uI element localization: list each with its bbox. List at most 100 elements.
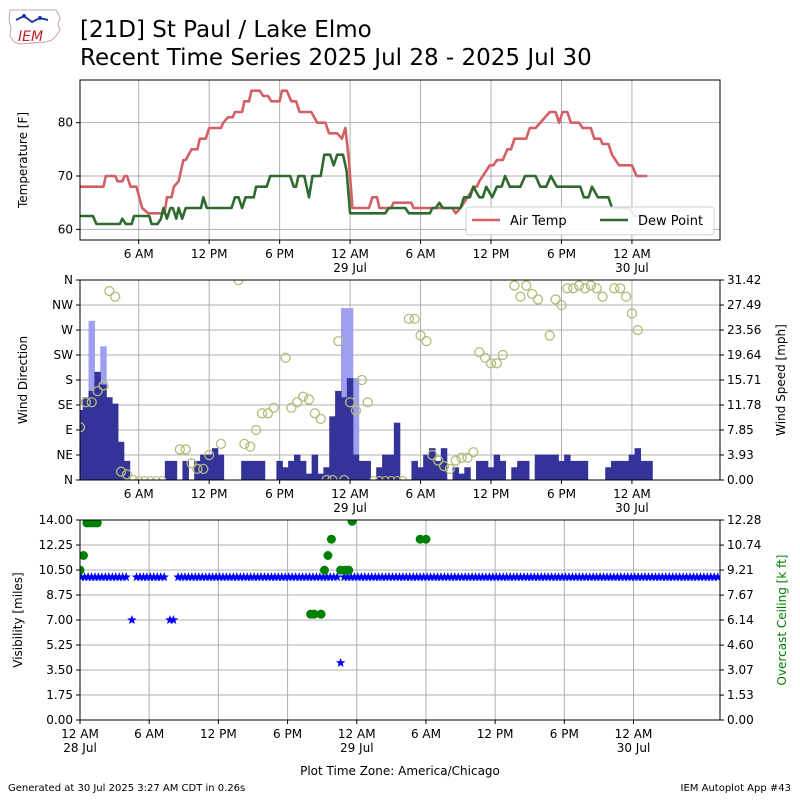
visibility-marker: [349, 572, 360, 582]
visibility-marker: [495, 572, 505, 582]
wind-speed-bar: [80, 409, 84, 480]
visibility-marker: [443, 572, 453, 582]
visibility-marker: [636, 572, 647, 582]
wind-direction-marker: [315, 413, 326, 425]
legend: Air Temp Dew Point: [465, 206, 715, 236]
wind-direction-marker: [321, 474, 332, 480]
wind-direction-marker: [403, 313, 414, 325]
wind-direction-marker: [104, 285, 115, 297]
visibility-marker: [135, 572, 145, 582]
wind-direction-marker: [280, 352, 291, 363]
wind-speed-bar: [393, 422, 401, 480]
wind-direction-marker: [615, 283, 626, 294]
visibility-marker: [595, 572, 605, 582]
wind-speed-bar: [440, 448, 448, 480]
wind-direction-marker: [204, 449, 215, 461]
visibility-marker: [335, 657, 346, 667]
visibility-marker: [578, 572, 588, 582]
y-tick-label: 0.00: [46, 713, 73, 727]
y-tick-label: S: [65, 373, 73, 387]
axes-frame: [79, 79, 721, 241]
wind-direction-marker: [515, 291, 526, 302]
wind-speed-bar: [452, 467, 460, 480]
visibility-marker: [322, 572, 332, 582]
wind-plot-area: [80, 280, 653, 480]
wind-direction-marker: [115, 466, 127, 477]
wind-speed-bar: [493, 454, 501, 480]
visibility-marker: [550, 572, 560, 582]
visibility-marker: [235, 572, 245, 582]
wind-direction-marker: [556, 299, 567, 311]
wind-speed-bar: [323, 467, 330, 480]
wind-direction-marker: [597, 291, 608, 302]
y2-tick-label: 12.28: [727, 513, 761, 527]
y-tick-label: 8.75: [46, 588, 73, 602]
legend-air-temp-label: Air Temp: [510, 214, 567, 229]
wind-speed-bar: [605, 467, 612, 480]
wind-speed-bar: [382, 454, 389, 480]
wind-speed-bar: [182, 460, 189, 480]
x-tick-label: 29 Jul: [340, 741, 374, 755]
wind-direction-marker: [110, 291, 121, 302]
wind-speed-bar: [634, 448, 642, 480]
visibility-marker: [315, 572, 325, 582]
chart-title-line2: Recent Time Series 2025 Jul 28 - 2025 Ju…: [80, 45, 592, 71]
visibility-marker: [328, 572, 339, 582]
wind-direction-marker: [497, 349, 508, 361]
wind-direction-marker: [609, 283, 620, 294]
wind-speed-bar: [305, 473, 313, 480]
wind-direction-marker: [438, 460, 450, 472]
visibility-marker: [706, 572, 716, 582]
visibility-marker: [168, 615, 179, 624]
wind-direction-marker: [479, 352, 491, 363]
visibility-marker: [605, 572, 616, 582]
wind-direction-marker: [339, 474, 350, 480]
visibility-marker: [450, 572, 460, 582]
ceiling-marker: [421, 534, 431, 544]
wind-direction-marker: [462, 452, 473, 463]
wind-direction-marker: [268, 402, 279, 413]
x-tick-label: 6 PM: [265, 487, 294, 501]
wind-direction-marker: [80, 397, 92, 408]
wind-direction-marker: [239, 438, 250, 450]
visibility-marker: [149, 572, 159, 582]
visibility-marker: [543, 572, 553, 582]
wind-direction-marker: [256, 408, 268, 419]
visibility-marker: [474, 572, 484, 582]
visibility-marker: [100, 572, 111, 582]
visibility-marker: [484, 572, 495, 582]
ceiling-marker: [347, 520, 357, 526]
visibility-marker: [142, 572, 152, 582]
logo-text: IEM: [18, 29, 43, 45]
wind-speed-bar: [564, 454, 571, 480]
visibility-marker: [211, 572, 221, 582]
y-tick-label: 60: [58, 222, 73, 236]
wind-speed-bar: [170, 460, 178, 480]
x-tick-label: 6 PM: [273, 727, 302, 741]
air-temp-line: [80, 89, 648, 215]
visibility-marker: [654, 572, 664, 582]
wind-speed-bar: [434, 460, 442, 480]
wind-speed-bar: [499, 460, 506, 480]
visibility-marker: [367, 572, 377, 582]
visibility-marker: [515, 572, 526, 582]
x-tick-label: 6 AM: [411, 727, 441, 741]
visibility-marker: [218, 572, 228, 582]
wind-speed-bar: [646, 460, 653, 480]
calm-wind-marker: [152, 475, 161, 480]
visibility-marker: [491, 572, 501, 582]
calm-wind-marker: [398, 475, 407, 480]
wind-direction-marker: [544, 330, 555, 341]
y-tick-label: 14.00: [39, 513, 73, 527]
wind-speed-bar: [458, 473, 465, 480]
y-tick-label: SE: [58, 398, 73, 412]
y2-tick-label: 0.00: [727, 473, 754, 487]
visibility-marker: [152, 572, 162, 582]
ceiling-marker: [344, 565, 354, 575]
visibility-marker: [339, 572, 349, 582]
y2-tick-label: 7.85: [727, 423, 754, 437]
wind-direction-marker: [620, 291, 632, 302]
x-tick-label: 6 AM: [406, 247, 436, 261]
